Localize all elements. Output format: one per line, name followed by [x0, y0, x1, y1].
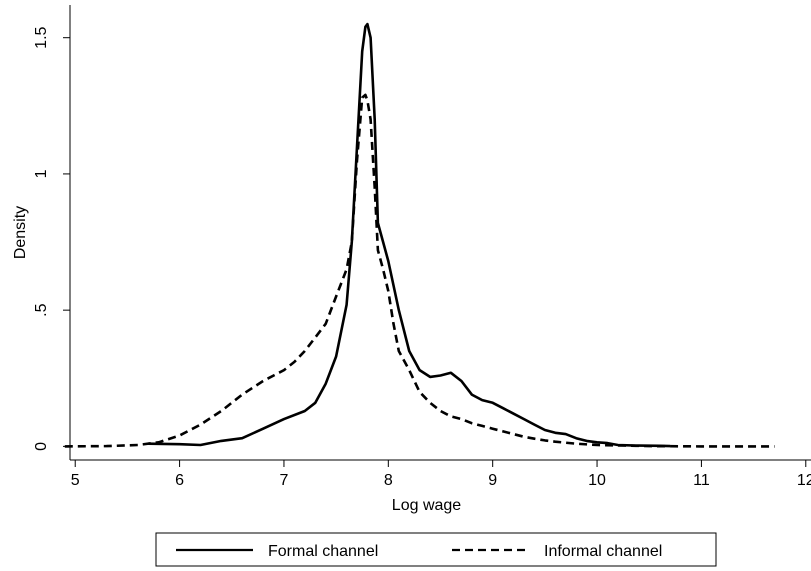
- legend: Formal channel Informal channel: [155, 532, 717, 567]
- x-ticks: 5 6 7 8 9 10 11 12: [71, 460, 811, 489]
- x-tick-label: 8: [384, 472, 393, 489]
- series: [64, 22, 775, 448]
- y-tick-label: 0: [33, 442, 50, 451]
- series-line-formal: [148, 22, 671, 448]
- x-tick-label: 11: [693, 472, 710, 489]
- y-axis-title: Density: [12, 206, 29, 259]
- x-axis-title: Log wage: [392, 497, 461, 514]
- x-tick-label: 6: [175, 472, 184, 489]
- x-tick-label: 5: [71, 472, 80, 489]
- x-tick-label: 10: [588, 472, 606, 489]
- x-tick-label: 12: [797, 472, 811, 489]
- y-tick-label: 1.5: [33, 26, 50, 48]
- legend-label-formal: Formal channel: [268, 543, 378, 560]
- y-tick-label: 1: [33, 169, 50, 178]
- y-ticks: 0 .5 1 1.5: [33, 26, 70, 451]
- series-line-informal: [64, 93, 775, 448]
- legend-label-informal: Informal channel: [544, 543, 662, 560]
- x-tick-label: 9: [488, 472, 497, 489]
- axes: [69, 5, 811, 461]
- y-tick-label: .5: [33, 303, 50, 316]
- x-tick-label: 7: [279, 472, 288, 489]
